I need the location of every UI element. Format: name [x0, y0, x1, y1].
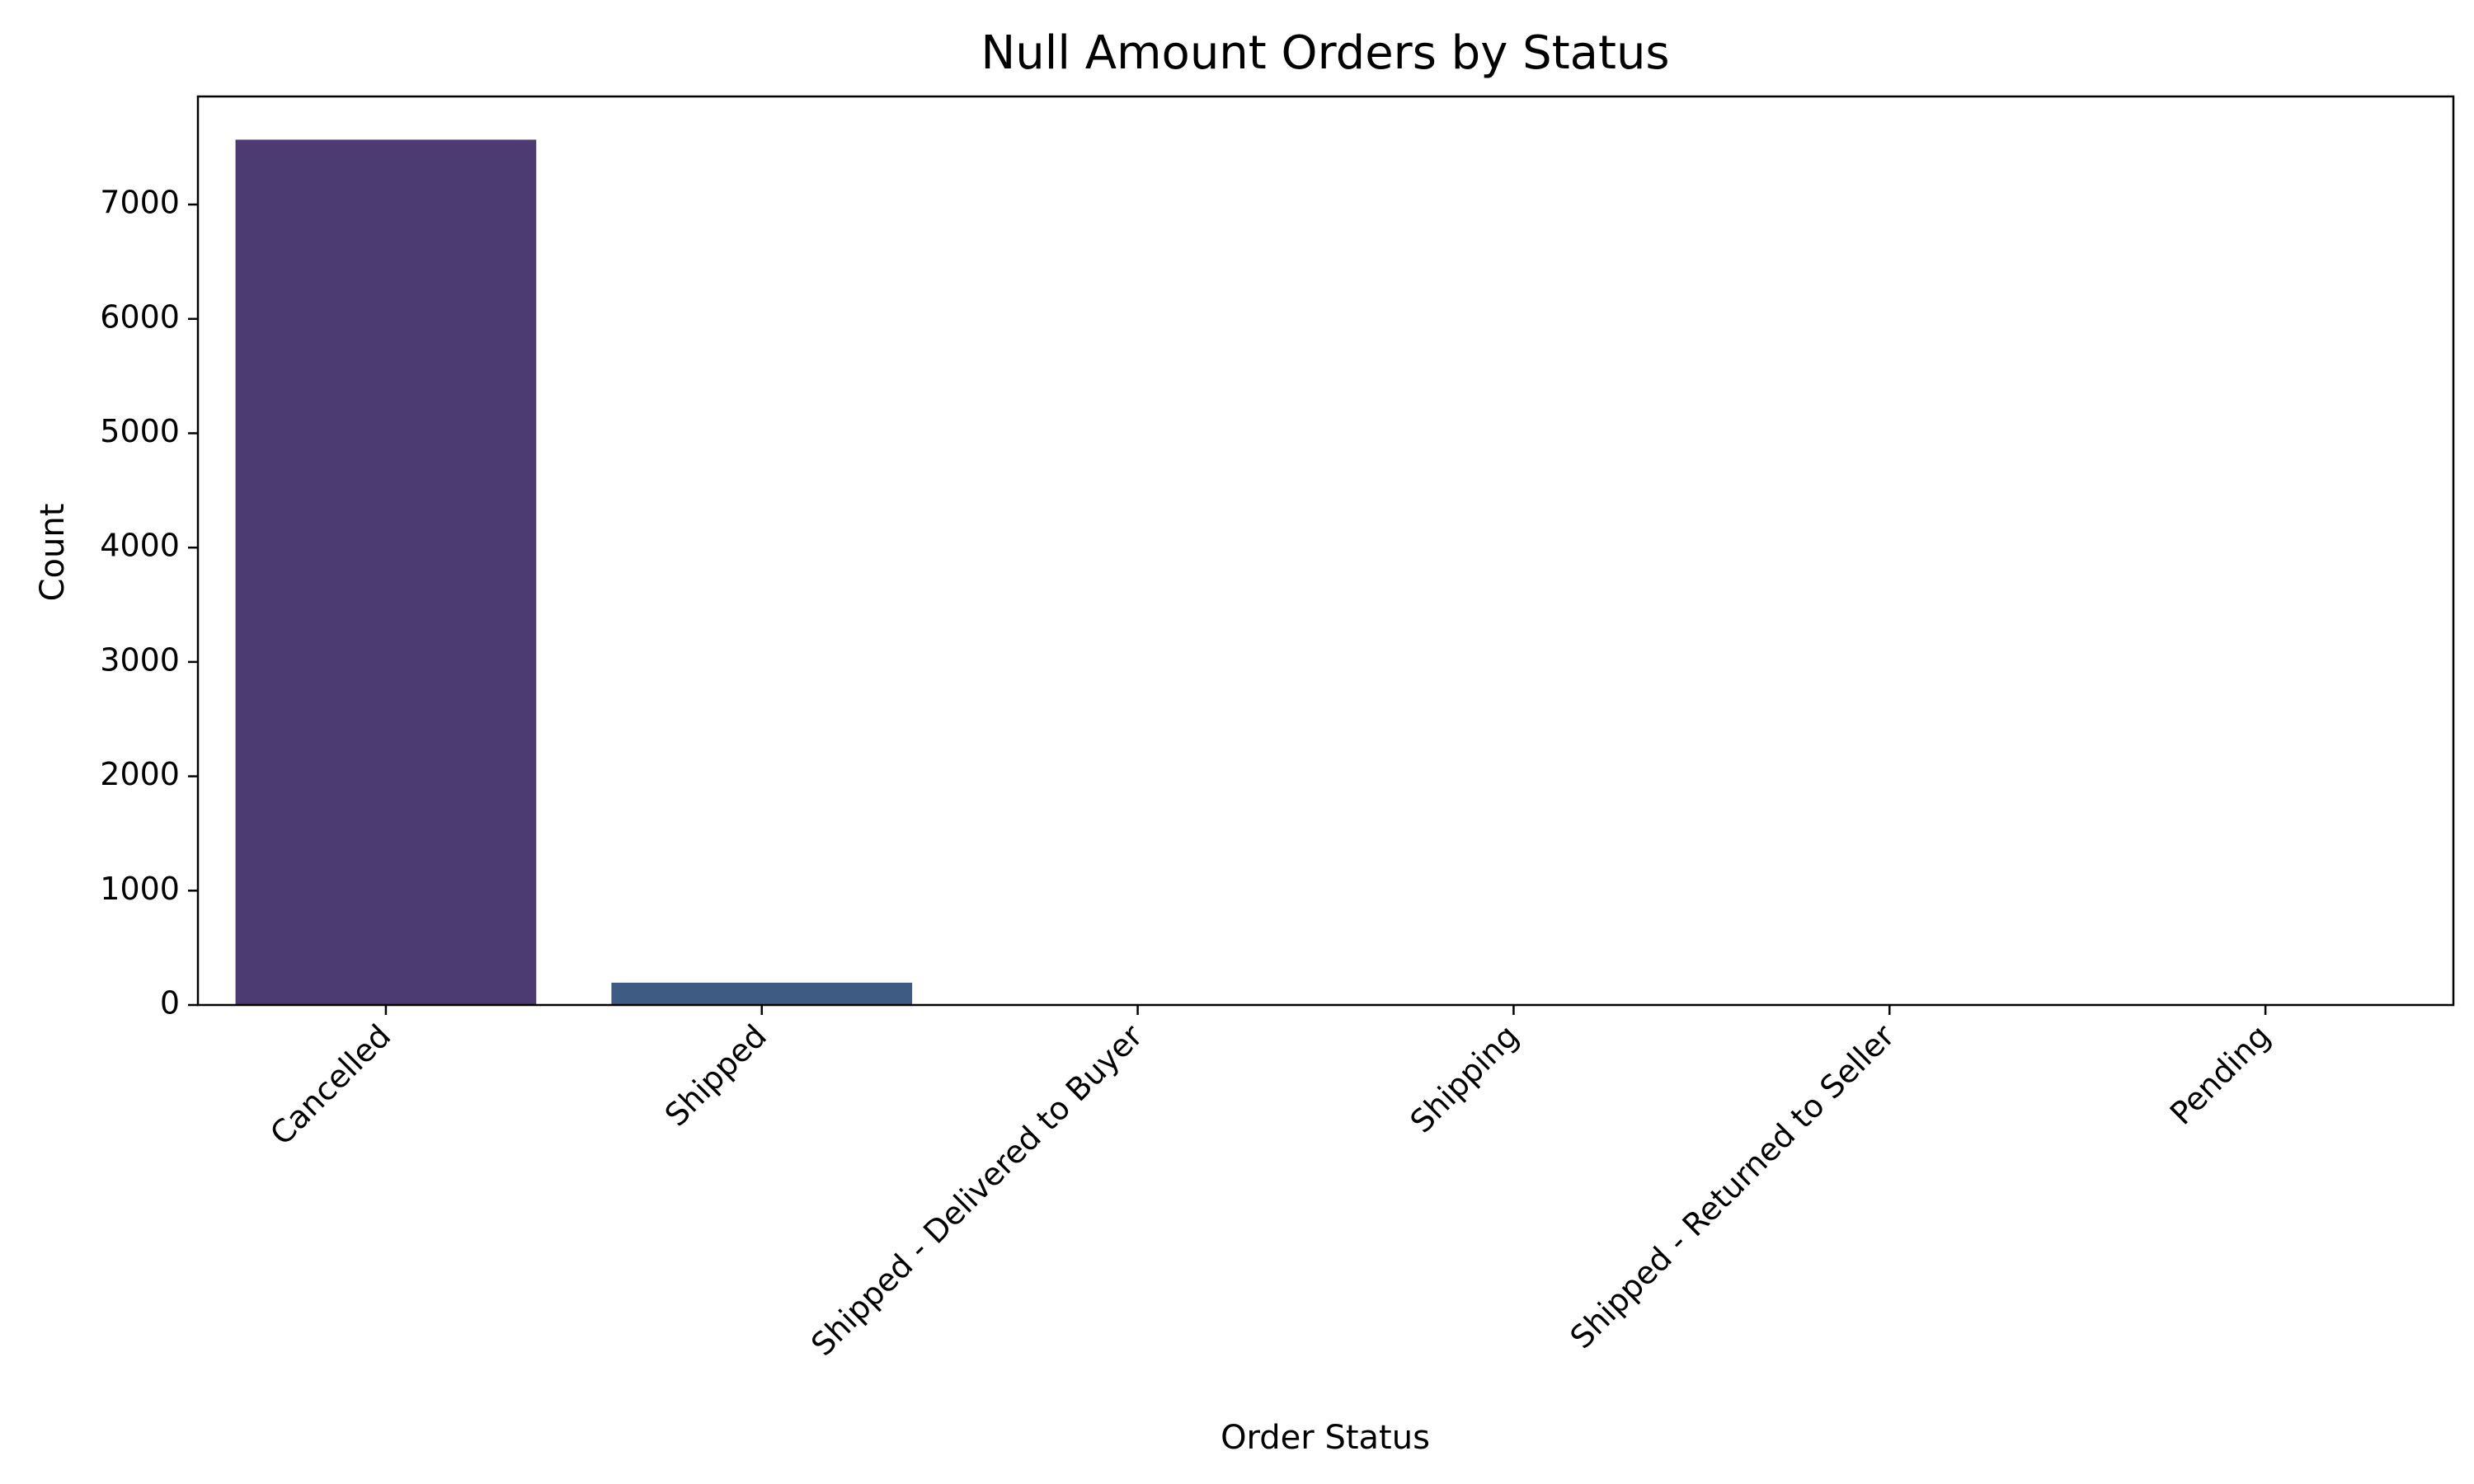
y-tick-label: 0: [160, 985, 180, 1021]
x-tick-label: Shipped - Returned to Seller: [1564, 1017, 1902, 1355]
y-ticks-group: 0 1000 2000 3000 4000 5000 6000 7000: [100, 185, 198, 1021]
y-tick-label: 7000: [100, 185, 180, 221]
plot-frame: [196, 95, 2455, 1007]
x-axis-label: Order Status: [1221, 1419, 1430, 1457]
y-tick-label: 5000: [100, 413, 180, 449]
bar: [235, 139, 537, 1006]
y-tick-label: 4000: [100, 528, 180, 564]
bar: [611, 982, 913, 1005]
y-tick-label: 3000: [100, 641, 180, 678]
bars-group: [235, 139, 2416, 1006]
y-axis-label: Count: [34, 504, 72, 602]
x-ticks-group: Cancelled Shipped Shipped - Delivered to B…: [263, 1005, 2277, 1363]
x-tick-label: Pending: [2163, 1017, 2278, 1132]
y-tick-label: 6000: [100, 298, 180, 335]
x-tick-label: Shipped - Delivered to Buyer: [804, 1017, 1150, 1363]
y-tick-label: 2000: [100, 756, 180, 792]
y-tick-label: 1000: [100, 871, 180, 907]
chart-title: Null Amount Orders by Status: [981, 26, 1669, 80]
x-tick-label: Shipping: [1403, 1017, 1525, 1139]
x-tick-label: Cancelled: [263, 1017, 397, 1152]
x-tick-label: Shipped: [658, 1017, 774, 1133]
